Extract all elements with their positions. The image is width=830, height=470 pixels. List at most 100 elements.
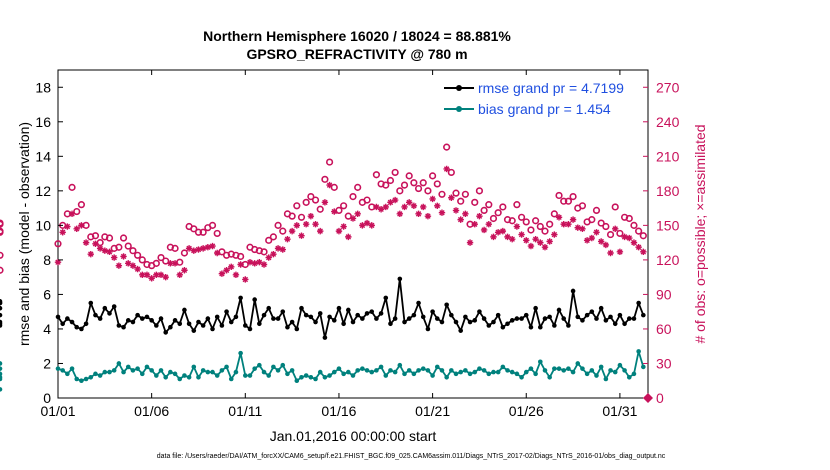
obs-possible-point (513, 201, 521, 209)
rmse-point (69, 319, 75, 325)
rmse-point (0, 300, 3, 306)
obs-possible-point (340, 202, 348, 210)
x-tick-label: 01/21 (415, 403, 450, 419)
bias-point (219, 368, 225, 373)
bias-point (107, 369, 112, 375)
bias-point (495, 369, 501, 375)
rmse-point (378, 311, 384, 316)
obs-possible-point (550, 210, 558, 218)
obs-possible-point (419, 179, 427, 187)
obs-assimilated-point (185, 245, 193, 252)
rmse-point (97, 316, 103, 321)
bias-point (200, 368, 206, 373)
obs-possible-point (194, 228, 203, 236)
bias-point (388, 368, 393, 373)
obs-assimilated-point (490, 233, 497, 241)
bias-point (69, 366, 75, 371)
obs-possible-point (443, 143, 451, 151)
obs-possible-point (199, 228, 207, 236)
rmse-point (439, 319, 445, 325)
obs-assimilated-point (579, 225, 586, 233)
obs-possible-point (77, 201, 86, 209)
bias-point (374, 368, 379, 373)
rmse-point (584, 312, 590, 318)
obs-possible-point (527, 226, 535, 234)
bias-point (65, 371, 70, 377)
obs-possible-point (424, 187, 432, 195)
rmse-point (449, 312, 454, 318)
legend-rmse-label: rmse grand pr = 4.7199 (478, 80, 624, 96)
bias-point (617, 362, 623, 368)
obs-assimilated-point (101, 247, 109, 254)
rmse-point (322, 335, 328, 340)
obs-possible-point (635, 227, 643, 235)
y-tick-label: 8 (43, 252, 51, 268)
bias-point (580, 366, 585, 371)
obs-assimilated-point (363, 219, 371, 227)
rmse-point (360, 316, 365, 321)
rmse-point (135, 312, 140, 318)
rmse-point (205, 316, 211, 321)
x-axis-ticks: 01/01 01/06 01/11 01/16 01/21 01/26 01/31 (40, 70, 638, 419)
bias-point (514, 371, 520, 377)
bias-point (575, 361, 581, 366)
rmse-point (102, 305, 108, 311)
obs-assimilated-point (588, 234, 596, 242)
bias-point (74, 376, 80, 382)
obs-assimilated-point (106, 248, 113, 256)
rmse-point (271, 316, 276, 321)
rmse-point (266, 305, 272, 311)
bias-point (317, 369, 323, 375)
obs-assimilated-point (443, 165, 450, 173)
rmse-point (55, 314, 61, 320)
obs-assimilated-point (429, 195, 436, 203)
obs-possible-point (447, 168, 455, 177)
y2-tick-label: 240 (656, 114, 680, 130)
bias-point (275, 368, 281, 373)
rmse-point (374, 316, 379, 321)
obs-assimilated-point (415, 210, 422, 218)
obs-possible-point (91, 232, 100, 240)
rmse-point (453, 319, 459, 325)
bias-point (60, 368, 65, 373)
legend-bias-marker (456, 106, 462, 112)
bias-point (626, 374, 632, 380)
obs-possible-point (578, 202, 587, 210)
rmse-point (467, 319, 473, 325)
obs-assimilated-point (265, 254, 272, 261)
rmse-point (608, 314, 613, 320)
obs-possible-point (471, 198, 479, 206)
rmse-point (519, 316, 524, 321)
bias-point (350, 373, 356, 378)
y2-axis-label: # of obs: o=possible; ×=assimilated (692, 124, 708, 343)
obs-possible-point (522, 218, 530, 226)
rmse-point (566, 323, 571, 328)
obs-assimilated-point (251, 260, 258, 267)
obs-assimilated-point (391, 196, 399, 204)
rmse-point (411, 312, 417, 318)
rmse-point (196, 319, 201, 325)
obs-possible-point (452, 189, 460, 197)
bias-point (280, 362, 286, 368)
rmse-point (303, 312, 309, 318)
bias-point (182, 373, 187, 378)
obs-possible-point (480, 206, 488, 215)
bias-point (285, 371, 290, 377)
rmse-point (317, 311, 323, 316)
bias-point (486, 371, 492, 377)
obs-assimilated-point (401, 203, 408, 211)
y-tick-label: 10 (35, 217, 51, 233)
bias-point (228, 376, 234, 382)
rmse-point (533, 305, 538, 311)
bias-point (636, 349, 641, 354)
bias-point (598, 364, 604, 370)
rmse-point (556, 307, 562, 313)
rmse-point (200, 323, 206, 328)
rmse-point (336, 305, 342, 311)
rmse-point (177, 321, 183, 327)
legend: rmse grand pr = 4.7199 bias grand pr = 1… (444, 80, 624, 117)
bias-point (191, 364, 197, 370)
obs-possible-point (485, 201, 493, 209)
obs-assimilated-point (68, 210, 76, 218)
rmse-point (191, 328, 197, 333)
